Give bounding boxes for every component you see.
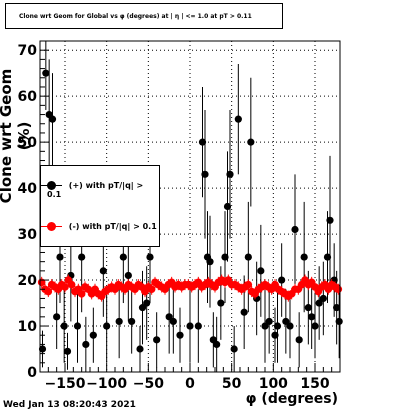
data-point	[223, 202, 232, 211]
data-point	[194, 322, 202, 330]
data-point	[138, 304, 147, 312]
y-tick-label: 10	[18, 319, 38, 335]
legend-marker-black	[41, 181, 62, 190]
data-point	[124, 271, 132, 280]
data-point	[38, 345, 47, 353]
data-point	[143, 299, 151, 307]
data-point	[73, 322, 82, 330]
data-point	[201, 170, 209, 178]
x-axis-label: φ (degrees)	[245, 391, 338, 407]
data-point	[67, 280, 76, 289]
y-tick-label: 20	[18, 273, 38, 289]
data-point	[333, 304, 341, 312]
chart-title: Clone wrt Geom for Global vs φ (degrees)…	[5, 3, 283, 29]
data-point	[99, 267, 107, 275]
data-point	[282, 317, 290, 326]
y-tick-label: 0	[27, 365, 37, 381]
x-tick-label: 150	[300, 376, 329, 392]
data-point	[147, 285, 156, 294]
legend-marker-red	[41, 222, 62, 231]
data-point	[221, 253, 229, 261]
data-point	[226, 170, 234, 178]
data-point	[244, 253, 252, 261]
data-point	[63, 347, 72, 355]
x-tick-label: −50	[133, 376, 164, 392]
data-point	[89, 331, 97, 339]
data-point	[53, 313, 61, 321]
legend: (+) with pT/|q| > 0.1 (-) with pT/|q| > …	[40, 165, 160, 247]
data-point	[119, 253, 127, 261]
legend-label-minus: (-) with pT/|q| > 0.1	[68, 222, 157, 231]
data-point	[295, 336, 303, 344]
y-tick-label: 30	[18, 227, 38, 243]
data-point	[186, 322, 194, 330]
data-point	[315, 299, 323, 307]
data-point	[244, 280, 253, 289]
data-point	[323, 253, 332, 261]
y-tick-label: 70	[18, 43, 38, 59]
data-point	[300, 253, 308, 261]
y-tick-label: 60	[18, 89, 38, 105]
data-point	[265, 317, 273, 326]
legend-entry-minus: (-) with pT/|q| > 0.1	[41, 222, 157, 231]
data-point	[77, 290, 86, 298]
data-point	[78, 253, 86, 261]
y-tick-label: 50	[18, 135, 38, 151]
data-point	[61, 283, 69, 291]
data-point	[115, 317, 123, 326]
legend-label-plus: (+) with pT/|q| > 0.1	[47, 181, 144, 199]
data-point	[82, 340, 90, 349]
data-point	[153, 336, 161, 344]
y-tick-label: 40	[18, 181, 38, 197]
data-point	[56, 253, 64, 261]
data-point	[273, 322, 282, 330]
data-point	[261, 322, 269, 330]
data-point	[136, 345, 144, 353]
data-point	[257, 267, 265, 275]
data-point	[198, 138, 207, 146]
legend-entry-plus: (+) with pT/|q| > 0.1	[41, 181, 159, 199]
data-point	[234, 115, 242, 123]
x-tick-label: 100	[259, 376, 288, 392]
x-tick-label: −150	[45, 376, 86, 392]
x-tick-label: 0	[185, 376, 195, 392]
data-point	[308, 313, 316, 321]
data-point	[319, 294, 327, 303]
data-point	[335, 317, 343, 326]
data-point	[217, 299, 225, 307]
data-point	[44, 287, 53, 296]
data-point	[326, 216, 334, 224]
data-point	[240, 308, 248, 316]
y-axis-label: Clone wrt Geom (%)	[0, 68, 33, 204]
data-point	[247, 138, 255, 146]
data-point	[213, 340, 221, 349]
data-point	[48, 115, 57, 123]
data-point	[286, 322, 294, 330]
timestamp: Wed Jan 13 08:20:43 2021	[3, 400, 136, 410]
data-point	[278, 276, 286, 284]
data-point	[230, 345, 238, 353]
data-point	[42, 69, 50, 77]
x-tick-label: −100	[86, 376, 127, 392]
data-point	[146, 253, 154, 261]
x-tick-label: 50	[222, 376, 242, 392]
data-point	[60, 322, 68, 330]
data-point	[271, 331, 279, 339]
data-point	[128, 317, 136, 326]
data-point	[291, 225, 299, 234]
data-point	[311, 322, 319, 330]
axis-ticks: −150 −100 −50 0 50 100 150 0 10 20 30 40 50 60 70	[18, 40, 341, 392]
data-point	[103, 322, 111, 330]
data-point	[165, 313, 173, 321]
data-point	[304, 304, 312, 312]
data-point	[176, 331, 184, 339]
data-point	[169, 317, 177, 326]
series-plus-with-pt-over-q	[38, 41, 343, 372]
data-point	[334, 285, 343, 294]
data-point	[206, 258, 214, 266]
